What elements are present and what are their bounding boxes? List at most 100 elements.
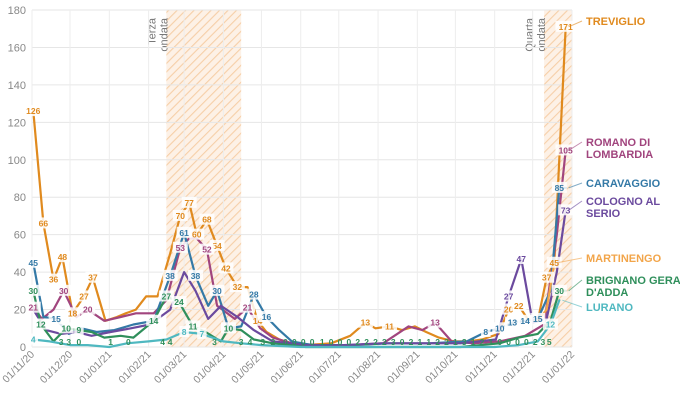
value-label: 32 xyxy=(233,282,243,292)
value-label: 12 xyxy=(36,320,46,330)
value-label-bg xyxy=(511,299,527,311)
value-label: 11 xyxy=(385,321,394,331)
legend-label-line: MARTINENGO xyxy=(586,253,662,265)
value-label: 0 xyxy=(524,337,529,347)
value-label: 28 xyxy=(249,290,259,300)
value-label-bg xyxy=(259,311,275,323)
value-label-bg xyxy=(558,204,574,216)
value-label-bg xyxy=(25,301,41,313)
value-label: 30 xyxy=(29,286,39,296)
value-label-bg xyxy=(185,320,201,332)
value-label-bg xyxy=(189,228,205,240)
value-label: 22 xyxy=(514,301,524,311)
value-label-bg xyxy=(179,326,189,338)
value-label-bg xyxy=(209,239,225,251)
wave-band-label: Quartaondata xyxy=(524,17,548,52)
value-label-bg xyxy=(199,243,215,255)
x-tick-label: 01/12/21 xyxy=(500,349,537,386)
value-label: 3 xyxy=(59,337,64,347)
value-label: 68 xyxy=(202,215,212,225)
value-label-bg xyxy=(517,314,533,326)
wave-bands: Terzaondata Quartaondata xyxy=(146,10,572,347)
value-label: 20 xyxy=(83,305,93,315)
value-label: 38 xyxy=(191,271,201,281)
value-label-bg xyxy=(65,307,81,319)
legend-label-line: ROMANO DI xyxy=(586,137,650,149)
series-line xyxy=(32,209,567,347)
value-label: 8 xyxy=(182,327,187,337)
wave-band-label-line: ondata xyxy=(158,17,170,52)
value-label: 77 xyxy=(184,198,194,208)
value-label-bg xyxy=(504,316,520,328)
value-label-bg xyxy=(501,290,517,302)
y-tick-label: 180 xyxy=(8,5,26,17)
value-label: 1 xyxy=(453,337,458,347)
value-label-bg xyxy=(28,333,39,345)
value-label: 0 xyxy=(283,337,288,347)
value-label: 0 xyxy=(338,337,343,347)
value-label: 30 xyxy=(59,286,69,296)
value-label-bg xyxy=(48,312,64,324)
value-label: 7 xyxy=(199,329,204,339)
value-label-bg xyxy=(381,320,397,332)
value-label: 3 xyxy=(212,337,217,347)
value-label: 12 xyxy=(546,320,556,330)
value-label: 21 xyxy=(243,303,253,313)
legend-label: ROMANO DI LOMBARDIA xyxy=(586,137,653,161)
value-label: 0 xyxy=(400,337,405,347)
y-tick-label: 140 xyxy=(8,80,26,92)
legend-label-line: TREVIGLIO xyxy=(586,16,646,28)
legend-label-line: LURANO xyxy=(586,302,633,314)
value-label: 61 xyxy=(179,228,189,238)
value-label: 13 xyxy=(430,318,440,328)
value-label: 21 xyxy=(29,303,39,313)
x-tick-label: 01/04/21 xyxy=(191,349,228,386)
legend-label-line: CARAVAGGIO xyxy=(586,178,661,190)
y-tick-label: 0 xyxy=(20,342,26,354)
value-label-bg xyxy=(555,144,576,156)
value-label: 0 xyxy=(126,337,131,347)
value-label-bg xyxy=(74,324,84,336)
value-label: 1 xyxy=(108,337,113,347)
value-label-bg xyxy=(172,209,188,221)
value-label: 10 xyxy=(495,323,505,333)
value-label-bg xyxy=(513,253,529,265)
value-label: 11 xyxy=(188,321,197,331)
value-label: 2 xyxy=(270,337,275,347)
value-label: 15 xyxy=(533,314,543,324)
value-label-bg xyxy=(530,312,546,324)
value-label-bg xyxy=(85,271,101,283)
value-label-bg xyxy=(539,271,555,283)
value-label: 52 xyxy=(202,245,212,255)
value-label-bg xyxy=(46,273,62,285)
value-label: 66 xyxy=(39,218,49,228)
value-label-bg xyxy=(492,322,508,334)
value-label: 0 xyxy=(347,337,352,347)
value-label: 2 xyxy=(480,337,485,347)
value-label: 73 xyxy=(561,205,571,215)
value-label-bg xyxy=(551,181,567,193)
value-label: 2 xyxy=(355,337,360,347)
y-tick-label: 160 xyxy=(8,42,26,54)
x-tick-label: 01/09/21 xyxy=(385,349,422,386)
value-label: 0 xyxy=(329,337,334,347)
value-label: 1 xyxy=(320,337,325,347)
value-label: 2 xyxy=(444,337,449,347)
value-label: 2 xyxy=(382,337,387,347)
series-line xyxy=(32,299,561,349)
value-label: 4 xyxy=(160,337,165,347)
value-label: 14 xyxy=(253,316,263,326)
legend-label: CARAVAGGIO xyxy=(586,178,661,190)
legend-label-line: SERIO xyxy=(586,208,621,220)
value-label: 0 xyxy=(292,337,297,347)
value-label: 4 xyxy=(248,337,253,347)
value-label: 14 xyxy=(149,316,159,326)
wave-band xyxy=(166,10,242,347)
value-label-bg xyxy=(58,322,74,334)
value-label-bg xyxy=(246,288,262,300)
value-label: 9 xyxy=(77,325,82,335)
value-label-bg xyxy=(555,20,576,32)
legend-label: COLOGNO AL SERIO xyxy=(586,196,660,220)
value-label: 3 xyxy=(260,337,265,347)
